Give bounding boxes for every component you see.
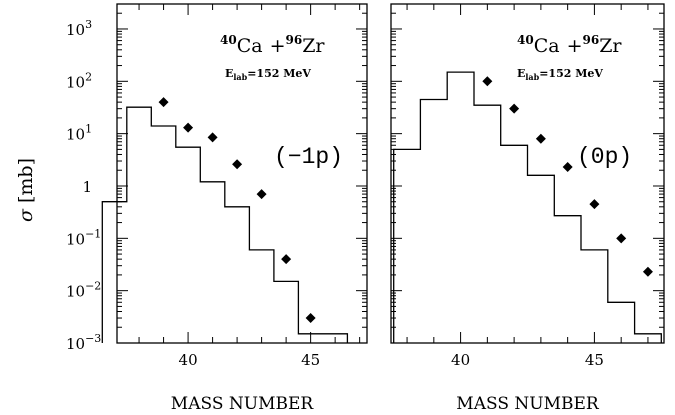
reaction-elem1: Ca [534,35,560,57]
y-tick-exponent: −1 [85,227,101,240]
y-tick-base: 10 [66,230,85,248]
reaction-elem2: Zr [599,35,622,57]
data-point [482,76,493,87]
reaction-mass2: 96 [286,33,303,47]
y-ticks [117,3,367,344]
y-tick-base: 10 [66,126,85,144]
histogram-line [101,106,349,343]
channel-label: (0p) [577,144,632,170]
data-point [642,266,653,277]
data-point [562,162,573,173]
data-point [589,199,600,210]
energy-label: Elab=152 MeV [225,67,311,82]
reaction-elem1: Ca [237,35,263,57]
y-tick-label: 10−3 [66,332,101,353]
energy-symbol: E [225,67,233,80]
y-tick-label: 1 [82,178,92,196]
data-point [183,122,194,133]
plot-frame [116,3,368,344]
data-point [616,233,627,244]
histogram-line [393,71,662,343]
data-point [509,103,520,114]
ylabel-symbol: σ [15,208,37,222]
y-ticks [391,3,664,344]
data-point [305,313,316,324]
energy-label: Elab=152 MeV [517,67,603,82]
energy-symbol: E [517,67,525,80]
ylabel-unit: [mb] [15,158,37,203]
plot-frame [390,3,665,344]
y-tick-label: 103 [66,18,92,39]
reaction-mass2: 96 [583,33,600,47]
reaction-plus: + [270,35,286,57]
data-point [158,97,169,108]
data-point [256,189,267,200]
x-axis-title: MASS NUMBER [456,394,600,414]
x-tick-label: 45 [301,351,320,369]
y-tick-label: 101 [66,123,92,144]
y-tick-exponent: 3 [85,18,92,31]
channel-label: (−1p) [274,144,343,170]
reaction-mass1: 40 [517,33,534,47]
x-axis-title: MASS NUMBER [171,394,315,414]
reaction-label: 40Ca +96Zr [220,33,325,57]
data-point [281,254,292,265]
x-ticks [138,4,361,343]
y-tick-exponent: −3 [85,332,101,345]
y-tick-base: 10 [66,335,85,353]
data-point [207,132,218,143]
x-tick-label: 40 [451,351,470,369]
svg-text:σ[mb]: σ [mb] [15,158,37,222]
x-tick-label: 45 [585,351,604,369]
energy-subscript: lab [525,72,539,82]
reaction-elem2: Zr [302,35,325,57]
y-tick-exponent: 1 [85,123,92,136]
y-tick-base: 10 [66,21,85,39]
energy-subscript: lab [233,72,247,82]
data-point [535,133,546,144]
x-tick-label: 40 [179,351,198,369]
reaction-mass1: 40 [220,33,237,47]
energy-value: =152 MeV [539,67,603,80]
energy-value: =152 MeV [247,67,311,80]
y-tick-exponent: −2 [85,280,101,293]
data-point [232,159,243,170]
y-tick-label: 10−2 [66,280,101,301]
reaction-label: 40Ca +96Zr [517,33,622,57]
y-tick-label: 102 [66,70,92,91]
x-ticks [406,4,649,343]
reaction-plus: + [567,35,583,57]
y-tick-base: 10 [66,73,85,91]
y-tick-exponent: 2 [85,70,92,83]
y-tick-base: 10 [66,283,85,301]
y-axis-title: σ [mb] [15,158,37,222]
y-tick-label: 10−1 [66,227,101,248]
